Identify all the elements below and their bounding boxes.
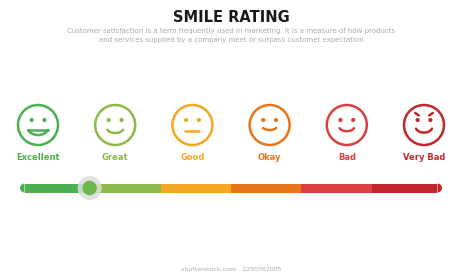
Polygon shape — [28, 130, 48, 135]
Circle shape — [120, 119, 123, 122]
Circle shape — [197, 119, 200, 122]
Circle shape — [339, 119, 342, 122]
Text: Bad: Bad — [338, 153, 356, 162]
Bar — [91, 183, 161, 193]
Text: Customer satisfaction is a term frequently used in marketing. It is a measure of: Customer satisfaction is a term frequent… — [67, 28, 395, 43]
Circle shape — [352, 119, 355, 122]
Circle shape — [429, 119, 432, 122]
Circle shape — [262, 119, 265, 122]
Circle shape — [83, 181, 96, 195]
Text: Excellent: Excellent — [16, 153, 60, 162]
Text: Okay: Okay — [258, 153, 281, 162]
Circle shape — [30, 119, 33, 122]
Bar — [231, 183, 301, 193]
Circle shape — [416, 119, 419, 122]
Text: Great: Great — [102, 153, 128, 162]
Bar — [301, 183, 371, 193]
Circle shape — [185, 119, 188, 122]
Bar — [371, 183, 438, 193]
Circle shape — [107, 119, 110, 122]
Bar — [161, 183, 231, 193]
Bar — [24, 183, 91, 193]
Wedge shape — [20, 183, 24, 193]
Circle shape — [274, 119, 277, 122]
Circle shape — [43, 119, 46, 122]
Wedge shape — [438, 183, 442, 193]
Text: Very Bad: Very Bad — [403, 153, 445, 162]
Text: shutterstock.com · 2250767085: shutterstock.com · 2250767085 — [181, 267, 281, 272]
Text: Good: Good — [180, 153, 205, 162]
Circle shape — [79, 177, 101, 199]
Text: SMILE RATING: SMILE RATING — [173, 10, 289, 25]
